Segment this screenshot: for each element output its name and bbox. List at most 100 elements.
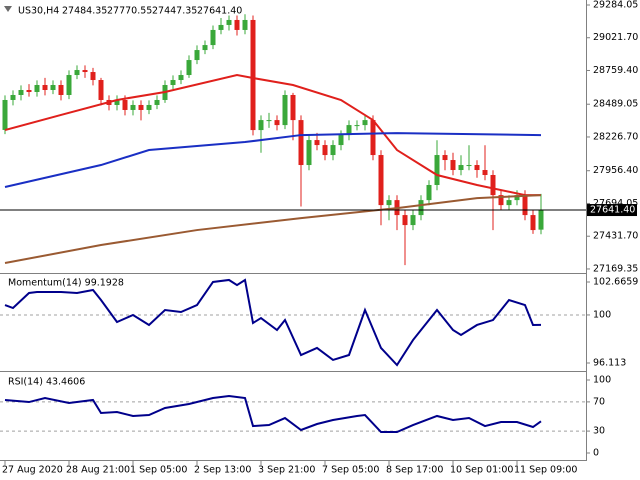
- candle-body: [346, 125, 352, 136]
- y-tick-label: 70: [593, 396, 605, 407]
- candle-body: [10, 94, 16, 100]
- candle-body: [42, 85, 48, 91]
- candle-body: [522, 195, 528, 216]
- x-tick-label: 10 Sep 01:00: [450, 465, 513, 476]
- open-value: 27484.35: [62, 6, 107, 17]
- candle-body: [306, 140, 312, 166]
- candle-body: [274, 120, 280, 126]
- candle-body: [178, 75, 184, 81]
- menu-icon[interactable]: [4, 6, 12, 12]
- high-value: 27770.55: [107, 6, 152, 17]
- candle-body: [186, 60, 192, 76]
- candle-body: [426, 184, 432, 201]
- candle-body: [410, 215, 416, 226]
- y-tick-label: 29021.70: [593, 32, 638, 43]
- candle-body: [314, 140, 320, 146]
- close-value: 27641.40: [197, 6, 242, 17]
- candle-body: [26, 90, 32, 92]
- candle-body: [466, 165, 472, 167]
- y-tick-label: 96.113: [593, 358, 626, 369]
- x-tick-label: 1 Sep 05:00: [130, 465, 187, 476]
- y-tick-label: 28226.70: [593, 131, 638, 142]
- y-tick-label: 102.6659: [593, 276, 638, 287]
- candle-body: [298, 120, 304, 166]
- y-tick-label: 28759.40: [593, 65, 638, 76]
- candle-body: [338, 135, 344, 146]
- candle-body: [82, 70, 88, 73]
- candle-body: [538, 210, 544, 230]
- low-value: 27447.35: [152, 6, 197, 17]
- last-price-label: 27641.40: [590, 205, 635, 216]
- candle-body: [506, 200, 512, 206]
- candle-body: [370, 120, 376, 156]
- candle-body: [418, 200, 424, 216]
- candle-body: [282, 94, 288, 126]
- x-tick-label: 7 Sep 05:00: [322, 465, 379, 476]
- candle-body: [498, 195, 504, 206]
- last-price-box: [587, 204, 637, 217]
- y-tick-label: 27431.70: [593, 231, 638, 242]
- candle-body: [226, 19, 232, 25]
- x-tick-label: 8 Sep 17:00: [386, 465, 443, 476]
- x-tick-label: 27 Aug 2020: [2, 465, 63, 476]
- candle-body: [50, 85, 56, 91]
- candle-body: [202, 45, 208, 51]
- candle-body: [514, 195, 520, 201]
- candle-body: [34, 85, 40, 92]
- candle-body: [482, 170, 488, 176]
- candle-body: [58, 85, 64, 95]
- y-tick-label: 30: [593, 426, 605, 437]
- candle-body: [234, 19, 240, 30]
- candle-body: [362, 120, 368, 126]
- candle-body: [74, 70, 80, 76]
- candle-body: [146, 104, 152, 110]
- indicator-line: [4, 278, 542, 367]
- y-tick-label: 100: [593, 309, 611, 320]
- x-tick-label: 28 Aug 21:00: [66, 465, 130, 476]
- candle-body: [402, 215, 408, 226]
- candle-body: [250, 19, 256, 131]
- indicator-line: [4, 73, 541, 197]
- candle-body: [138, 104, 144, 110]
- y-tick-label: 27169.35: [593, 263, 638, 274]
- candle-body: [442, 155, 448, 161]
- y-tick-label: 27694.05: [593, 198, 638, 209]
- candle-body: [530, 215, 536, 231]
- x-tick-label: 11 Sep 09:00: [514, 465, 577, 476]
- candle-body: [474, 165, 480, 171]
- candle-body: [290, 94, 296, 121]
- candle-body: [130, 104, 136, 110]
- candle-body: [490, 175, 496, 196]
- indicator-line: [4, 394, 542, 434]
- candle-body: [114, 99, 120, 105]
- candle-body: [434, 155, 440, 185]
- candle-body: [170, 80, 176, 86]
- candle-body: [210, 29, 216, 46]
- indicator-title: RSI(14) 43.4606: [8, 377, 85, 388]
- candle-body: [66, 75, 72, 95]
- candle-body: [378, 155, 384, 206]
- candle-body: [386, 200, 392, 206]
- candle-body: [266, 120, 272, 122]
- candle-body: [154, 99, 160, 105]
- candle-body: [122, 99, 128, 110]
- y-tick-label: 0: [593, 447, 599, 458]
- indicator-line: [4, 194, 542, 264]
- candle-body: [98, 80, 104, 100]
- candle-body: [2, 99, 8, 130]
- candle-body: [18, 90, 24, 95]
- candle-body: [194, 50, 200, 61]
- candle-body: [218, 24, 224, 30]
- x-tick-label: 3 Sep 21:00: [258, 465, 315, 476]
- y-tick-label: 27956.40: [593, 165, 638, 176]
- candle-body: [258, 120, 264, 131]
- candle-body: [242, 19, 248, 30]
- indicator-title: Momentum(14) 99.1928: [8, 278, 124, 289]
- y-tick-label: 100: [593, 374, 611, 385]
- candle-body: [354, 125, 360, 127]
- y-tick-label: 29284.05: [593, 0, 638, 10]
- chart-title: US30,H4: [18, 6, 59, 17]
- candle-body: [450, 160, 456, 171]
